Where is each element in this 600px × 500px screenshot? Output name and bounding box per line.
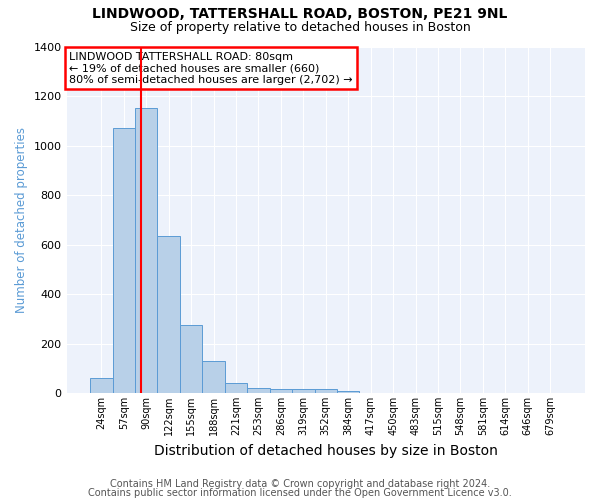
Text: Size of property relative to detached houses in Boston: Size of property relative to detached ho… [130, 21, 470, 34]
Text: Contains public sector information licensed under the Open Government Licence v3: Contains public sector information licen… [88, 488, 512, 498]
Text: Contains HM Land Registry data © Crown copyright and database right 2024.: Contains HM Land Registry data © Crown c… [110, 479, 490, 489]
Bar [157, 236, 180, 393]
Bar [247, 388, 269, 393]
X-axis label: Distribution of detached houses by size in Boston: Distribution of detached houses by size … [154, 444, 498, 458]
Bar [292, 390, 314, 393]
Bar [337, 390, 359, 393]
Bar [135, 108, 157, 393]
Bar [180, 325, 202, 393]
Bar [113, 128, 135, 393]
Y-axis label: Number of detached properties: Number of detached properties [15, 127, 28, 313]
Bar [90, 378, 113, 393]
Bar [269, 390, 292, 393]
Bar [314, 390, 337, 393]
Bar [202, 361, 225, 393]
Bar [225, 383, 247, 393]
Text: LINDWOOD, TATTERSHALL ROAD, BOSTON, PE21 9NL: LINDWOOD, TATTERSHALL ROAD, BOSTON, PE21… [92, 8, 508, 22]
Text: LINDWOOD TATTERSHALL ROAD: 80sqm
← 19% of detached houses are smaller (660)
80% : LINDWOOD TATTERSHALL ROAD: 80sqm ← 19% o… [69, 52, 353, 85]
